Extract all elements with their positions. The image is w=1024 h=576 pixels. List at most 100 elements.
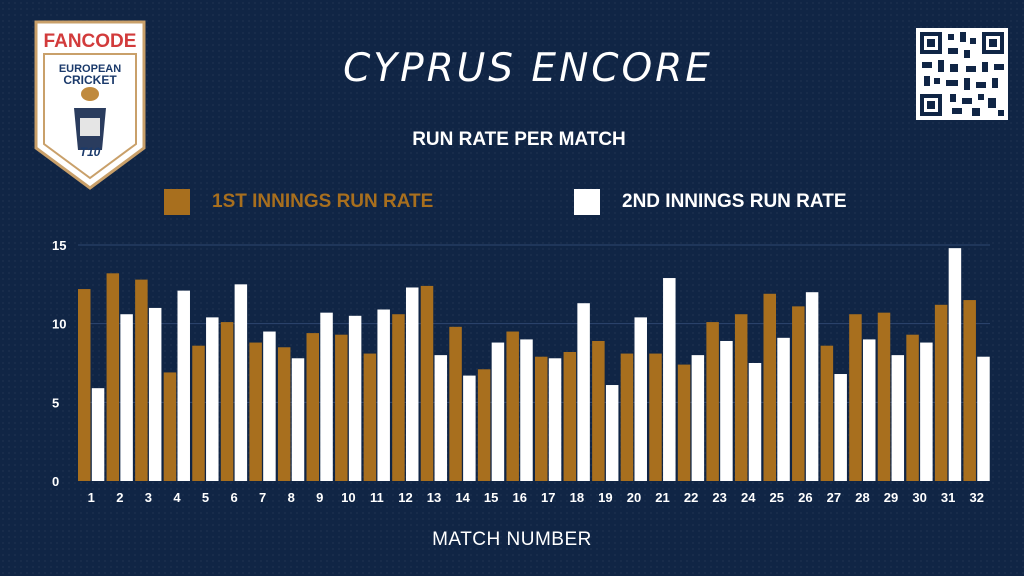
bar-first-innings-match-25	[763, 293, 776, 481]
x-tick-label: 32	[969, 490, 983, 505]
x-tick-label: 24	[741, 490, 756, 505]
bar-second-innings-match-26	[805, 292, 819, 481]
x-tick-label: 9	[316, 490, 323, 505]
logo-line1: EUROPEAN	[59, 63, 121, 75]
bar-second-innings-match-11	[377, 309, 390, 481]
bar-second-innings-match-24	[748, 363, 762, 481]
bar-first-innings-match-17	[535, 356, 548, 481]
bar-second-innings-match-19	[605, 385, 619, 481]
x-axis-title: MATCH NUMBER	[432, 529, 592, 550]
x-tick-label: 20	[627, 490, 641, 505]
bar-second-innings-match-28	[862, 339, 876, 481]
bar-first-innings-match-1	[78, 289, 91, 481]
bar-first-innings-match-22	[677, 364, 691, 481]
bar-first-innings-match-2	[106, 273, 120, 481]
bar-first-innings-match-15	[477, 369, 491, 481]
y-tick-label: 0	[52, 474, 59, 489]
bar-first-innings-match-29	[877, 312, 891, 481]
bar-first-innings-match-5	[192, 345, 205, 481]
bar-second-innings-match-9	[320, 312, 333, 481]
bar-second-innings-match-16	[520, 339, 533, 481]
y-tick-label: 5	[52, 395, 59, 410]
bar-first-innings-match-4	[163, 372, 177, 481]
bar-first-innings-match-23	[706, 322, 719, 481]
bar-first-innings-match-32	[963, 300, 976, 481]
bar-second-innings-match-20	[634, 317, 647, 481]
logo-brand: FANCODE	[44, 31, 137, 52]
bar-second-innings-match-30	[920, 342, 933, 481]
x-tick-label: 18	[570, 490, 584, 505]
bar-second-innings-match-22	[691, 355, 705, 481]
bar-second-innings-match-31	[948, 248, 962, 481]
bar-first-innings-match-11	[363, 353, 377, 481]
bar-second-innings-match-12	[405, 287, 419, 481]
bar-second-innings-match-23	[720, 340, 733, 481]
x-tick-label: 30	[912, 490, 926, 505]
legend-item-second-innings: 2ND INNINGS RUN RATE	[574, 188, 847, 216]
bar-second-innings-match-15	[491, 342, 505, 481]
x-tick-label: 8	[288, 490, 295, 505]
x-tick-label: 16	[512, 490, 526, 505]
x-tick-label: 5	[202, 490, 209, 505]
bar-first-innings-match-16	[506, 331, 519, 481]
bar-second-innings-match-8	[291, 358, 305, 481]
bar-first-innings-match-12	[392, 314, 405, 481]
bar-second-innings-match-2	[120, 314, 133, 481]
x-tick-label: 13	[427, 490, 441, 505]
x-tick-label: 10	[341, 490, 355, 505]
x-tick-label: 1	[88, 490, 95, 505]
chart-title: RUN RATE PER MATCH	[412, 129, 626, 150]
legend-swatch-first-innings	[164, 189, 190, 215]
bar-second-innings-match-3	[148, 307, 162, 481]
x-tick-label: 14	[455, 490, 470, 505]
bar-first-innings-match-26	[792, 306, 805, 481]
bar-second-innings-match-7	[263, 331, 276, 481]
x-tick-label: 23	[712, 490, 726, 505]
bar-first-innings-match-28	[849, 314, 862, 481]
x-tick-label: 22	[684, 490, 698, 505]
x-tick-label: 31	[941, 490, 955, 505]
bar-first-innings-match-31	[934, 304, 948, 481]
bar-first-innings-match-6	[220, 322, 234, 481]
logo-line2: CRICKET	[63, 73, 117, 87]
legend-swatch-second-innings	[574, 189, 600, 215]
bar-first-innings-match-8	[277, 347, 291, 481]
y-tick-label: 15	[52, 238, 66, 253]
x-tick-label: 17	[541, 490, 555, 505]
x-tick-label: 11	[370, 490, 384, 505]
bar-first-innings-match-14	[449, 326, 462, 481]
bar-first-innings-match-20	[620, 353, 634, 481]
x-tick-label: 27	[827, 490, 841, 505]
x-tick-label: 4	[173, 490, 181, 505]
x-tick-label: 21	[655, 490, 669, 505]
bar-second-innings-match-13	[434, 355, 448, 481]
bar-second-innings-match-18	[577, 303, 590, 481]
legend-label-first-innings: 1ST INNINGS RUN RATE	[212, 191, 434, 212]
bar-first-innings-match-30	[906, 334, 919, 481]
bar-second-innings-match-21	[663, 278, 676, 481]
legend-label-second-innings: 2ND INNINGS RUN RATE	[622, 191, 847, 212]
page-title: CYPRUS ENCORE	[343, 46, 713, 91]
qr-code-icon	[916, 28, 1008, 120]
x-tick-label: 25	[770, 490, 784, 505]
bar-first-innings-match-21	[649, 353, 662, 481]
bar-second-innings-match-29	[891, 355, 905, 481]
x-tick-label: 28	[855, 490, 869, 505]
bar-second-innings-match-10	[348, 315, 362, 481]
x-tick-label: 29	[884, 490, 898, 505]
logo-badge: T10	[80, 145, 101, 159]
x-tick-label: 7	[259, 490, 266, 505]
bar-second-innings-match-5	[206, 317, 219, 481]
bar-second-innings-match-25	[777, 337, 790, 481]
x-tick-label: 2	[116, 490, 123, 505]
bar-second-innings-match-32	[977, 356, 990, 481]
fancode-european-cricket-logo: FANCODE EUROPEAN CRICKET T10	[34, 20, 146, 190]
bar-first-innings-match-27	[820, 345, 834, 481]
x-tick-label: 6	[230, 490, 237, 505]
x-tick-label: 15	[484, 490, 498, 505]
x-tick-label: 19	[598, 490, 612, 505]
legend-item-first-innings: 1ST INNINGS RUN RATE	[164, 188, 433, 216]
bar-second-innings-match-14	[463, 375, 476, 481]
bar-first-innings-match-3	[135, 279, 148, 481]
